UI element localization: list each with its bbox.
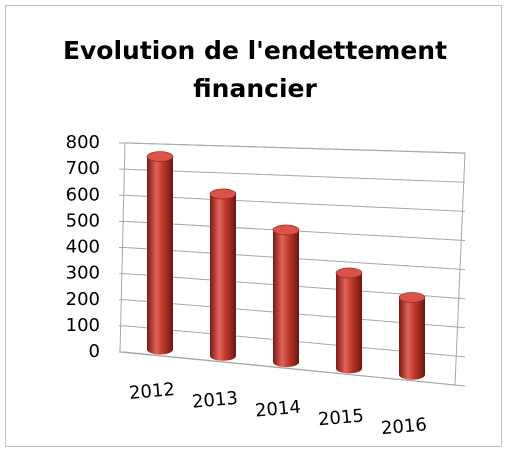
bar-group — [272, 224, 300, 368]
x-tick-label: 2015 — [317, 406, 364, 431]
x-tick-label: 2014 — [254, 397, 301, 422]
y-tick-label: 600 — [66, 184, 100, 205]
bar — [210, 193, 236, 361]
bar — [147, 156, 173, 355]
x-tick-label: 2012 — [128, 379, 175, 404]
bar-group — [146, 151, 174, 355]
bar — [273, 229, 299, 368]
bar-group — [335, 267, 363, 374]
y-tick-label: 200 — [66, 289, 100, 310]
bar-group — [209, 188, 237, 361]
y-tick-label: 300 — [66, 263, 100, 284]
bar-top — [335, 267, 363, 279]
y-tick-label: 0 — [89, 341, 100, 362]
bar-top — [146, 151, 174, 162]
y-tick-label: 400 — [66, 237, 100, 258]
chart-frame — [5, 5, 502, 447]
grid-line — [124, 168, 466, 183]
y-tick-label: 700 — [66, 158, 100, 179]
grid-line — [124, 142, 466, 154]
y-tick-label: 500 — [66, 210, 100, 231]
bar — [336, 272, 362, 374]
bar-group — [398, 292, 426, 380]
bar-top — [398, 292, 426, 303]
bar-top — [272, 224, 300, 236]
bar-top — [209, 188, 237, 200]
grid-line — [124, 194, 466, 212]
x-tick-label: 2016 — [380, 414, 427, 439]
bar — [399, 297, 425, 380]
y-tick-label: 100 — [66, 315, 100, 336]
x-tick-label: 2013 — [191, 388, 238, 413]
y-tick-label: 800 — [66, 132, 100, 153]
grid-line — [124, 351, 466, 387]
chart-title: Evolution de l'endettement financier — [62, 36, 448, 103]
